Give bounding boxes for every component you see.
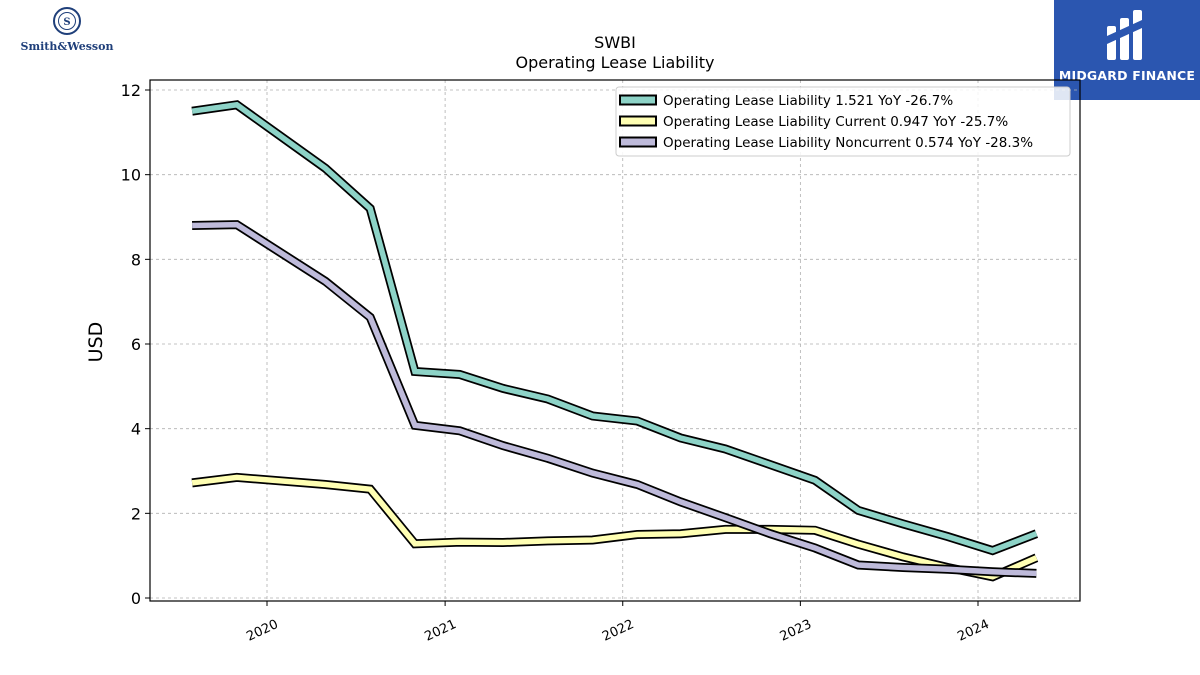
midgard-finance-logo: MIDGARD FINANCE [1054, 0, 1200, 100]
midgard-mark-icon [1107, 10, 1142, 60]
x-tick-label: 2022 [600, 617, 636, 645]
legend-swatch-2 [619, 115, 657, 127]
legend-label-2: Operating Lease Liability Current 0.947 … [663, 114, 1008, 130]
chart-title: SWBI [594, 33, 636, 52]
series-line-1 [191, 101, 1038, 554]
y-tick-label: 8 [131, 250, 141, 269]
y-tick-label: 4 [131, 420, 141, 439]
plot-frame [149, 79, 1081, 602]
logo-wordmark: Smith&Wesson [21, 40, 114, 53]
legend-label-1: Operating Lease Liability 1.521 YoY -26.… [663, 93, 953, 109]
legend-swatch-3 [619, 136, 657, 148]
series-line-2 [191, 474, 1038, 580]
smith-wesson-logo: S Smith&Wesson [6, 6, 128, 56]
legend-label-3: Operating Lease Liability Noncurrent 0.5… [663, 135, 1033, 151]
y-tick-label: 12 [121, 81, 141, 100]
y-axis-label: USD [85, 322, 107, 363]
x-tick-label: 2024 [955, 617, 991, 645]
midgard-wordmark: MIDGARD FINANCE [1058, 68, 1196, 83]
y-tick-label: 6 [131, 335, 141, 354]
y-tick-label: 2 [131, 504, 141, 523]
series-line-3 [192, 221, 1037, 577]
chart-subtitle: Operating Lease Liability [515, 53, 714, 72]
svg-text:S: S [63, 17, 70, 28]
legend-box [615, 86, 1071, 157]
legend-swatch-1 [619, 94, 657, 106]
x-tick-label: 2023 [778, 617, 814, 645]
x-tick-label: 2020 [244, 617, 280, 645]
y-tick-label: 0 [131, 589, 141, 608]
logo-seal-icon [53, 7, 81, 35]
y-tick-label: 10 [121, 166, 141, 185]
x-tick-label: 2021 [422, 617, 458, 645]
